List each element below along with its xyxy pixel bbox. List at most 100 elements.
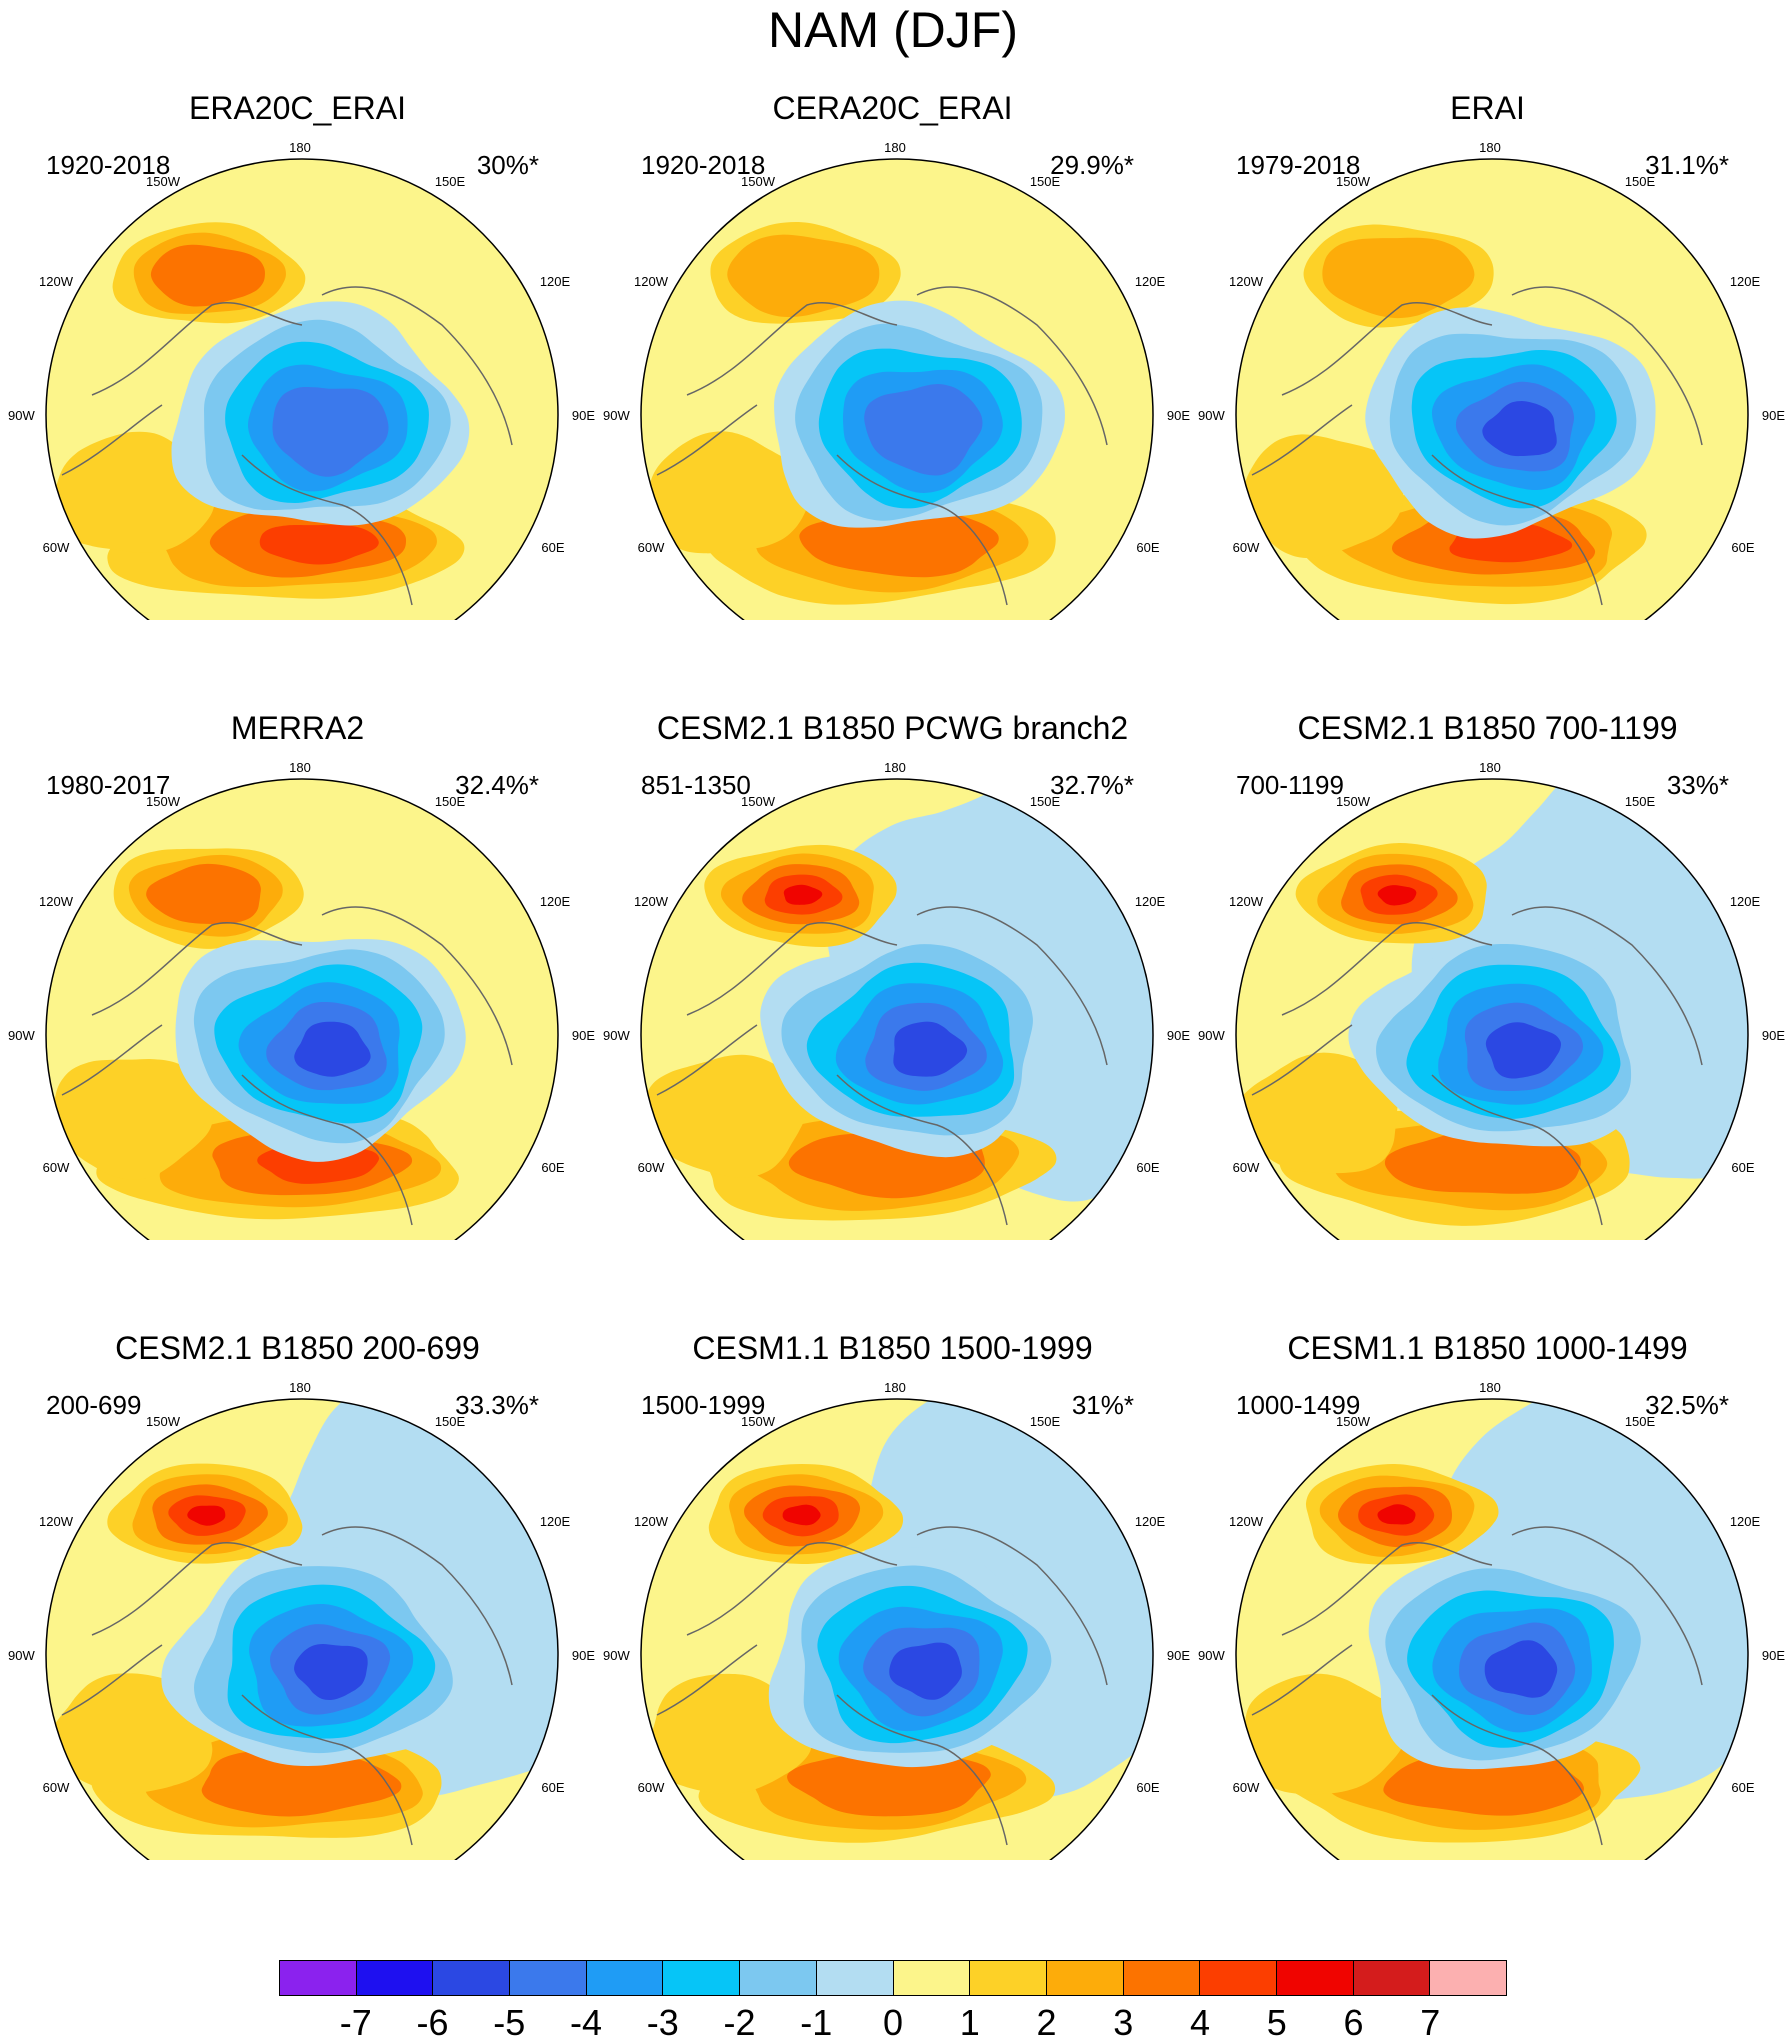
panel-years: 700-1199 — [1236, 770, 1344, 800]
longitude-label: 150W — [1336, 794, 1371, 809]
longitude-label: 180 — [289, 760, 311, 775]
longitude-label: 60E — [541, 1780, 564, 1795]
contour-field — [641, 1399, 1153, 1860]
longitude-label: 150E — [1030, 794, 1061, 809]
longitude-label: 180 — [289, 140, 311, 155]
colorbar-box — [280, 1961, 357, 1995]
contour-field — [46, 159, 558, 620]
panel-title: ERAI — [1450, 90, 1525, 126]
longitude-label: 150E — [1030, 174, 1061, 189]
longitude-label: 90E — [1167, 1648, 1190, 1663]
longitude-label: 120W — [1229, 894, 1264, 909]
colorbar-label: -1 — [800, 2002, 833, 2043]
longitude-label: 90W — [1198, 1028, 1225, 1043]
longitude-label: 150W — [1336, 1414, 1371, 1429]
longitude-label: 90W — [8, 1028, 35, 1043]
longitude-label: 90W — [8, 1648, 35, 1663]
colorbar-box — [663, 1961, 741, 1995]
longitude-label: 150E — [1625, 794, 1656, 809]
longitude-label: 60E — [1136, 1780, 1159, 1795]
variance-explained: 33%* — [1666, 770, 1729, 800]
pacific-positive-contour — [782, 1504, 821, 1526]
panel-years: 1980-2017 — [46, 770, 171, 800]
longitude-label: 90E — [1762, 408, 1785, 423]
panel-years: 200-699 — [46, 1390, 142, 1420]
coastline — [656, 1024, 758, 1096]
panel-title: ERA20C_ERAI — [189, 90, 406, 126]
longitude-label: 120W — [634, 894, 669, 909]
longitude-label: 120E — [1135, 894, 1166, 909]
map-border — [1235, 1398, 1749, 1860]
coastline — [656, 404, 758, 476]
coastline — [241, 1694, 413, 1846]
variance-explained: 30%* — [476, 150, 539, 180]
longitude-label: 60E — [1731, 540, 1754, 555]
coastline — [1281, 921, 1493, 1016]
variance-explained: 29.9%* — [1050, 150, 1134, 180]
longitude-label: 90E — [1167, 1028, 1190, 1043]
pacific-positive-contour — [1377, 885, 1417, 906]
longitude-label: 60E — [1136, 540, 1159, 555]
longitude-label: 120E — [1135, 1514, 1166, 1529]
colorbar-box — [1353, 1961, 1431, 1995]
colorbar-label: -4 — [569, 2002, 603, 2043]
longitude-label: 120W — [1229, 1514, 1264, 1529]
longitude-label: 150E — [435, 1414, 466, 1429]
coastline — [686, 1541, 898, 1636]
longitude-label: 180 — [1479, 1380, 1501, 1395]
map-panel: 180090W90E150W120W150E120E60W30W60E30EME… — [0, 620, 595, 1240]
colorbar-label: 1 — [959, 2002, 980, 2043]
colorbar-box — [510, 1961, 587, 1995]
coastline — [1281, 1541, 1493, 1636]
panel-years: 1920-2018 — [46, 150, 171, 180]
coastline — [61, 404, 163, 476]
polar-map: 180090W90E150W120W150E120E60W30W60E30E — [603, 140, 1190, 620]
colorbar-label: -2 — [723, 2002, 756, 2043]
longitude-label: 150W — [146, 794, 181, 809]
longitude-label: 60W — [43, 1160, 70, 1175]
arctic-negative-contour — [893, 1021, 968, 1077]
longitude-label: 150E — [1030, 1414, 1061, 1429]
map-border — [45, 1398, 559, 1860]
longitude-label: 180 — [1479, 760, 1501, 775]
colorbar-box — [1276, 1961, 1354, 1995]
map-border — [640, 158, 1154, 620]
longitude-label: 180 — [1479, 140, 1501, 155]
map-panel: 180090W90E150W120W150E120E60W30W60E30ECE… — [595, 1240, 1190, 1860]
polar-map: 180090W90E150W120W150E120E60W30W60E30E — [1198, 140, 1785, 620]
polar-map: 180090W90E150W120W150E120E60W30W60E30E — [1198, 760, 1785, 1240]
longitude-label: 90W — [603, 1028, 630, 1043]
colorbar-box — [586, 1961, 664, 1995]
coastline — [1251, 1024, 1353, 1096]
colorbar-box — [1200, 1961, 1277, 1995]
colorbar — [279, 1960, 1507, 1996]
coastline — [916, 906, 1108, 1066]
longitude-label: 180 — [289, 1380, 311, 1395]
longitude-label: 150W — [146, 174, 181, 189]
longitude-label: 150E — [1625, 1414, 1656, 1429]
map-panel: 180090W90E150W120W150E120E60W30W60E30E ER… — [1190, 0, 1785, 620]
polar-map: 180090W90E150W120W150E120E60W30W60E30E — [603, 760, 1190, 1240]
longitude-label: 120E — [1135, 274, 1166, 289]
coastline — [1281, 301, 1493, 396]
arctic-negative-contour — [889, 1642, 962, 1700]
longitude-label: 90E — [1167, 408, 1190, 423]
map-panel: 180090W90E150W120W150E120E60W30W60E30ECE… — [0, 1240, 595, 1860]
arctic-negative-contour — [294, 1643, 368, 1701]
pacific-positive-contour — [150, 244, 265, 307]
pacific-positive-contour — [783, 884, 823, 905]
longitude-label: 90E — [572, 408, 595, 423]
longitude-label: 60W — [638, 1160, 665, 1175]
colorbar-label: -7 — [339, 2002, 372, 2043]
colorbar-box — [893, 1961, 971, 1995]
variance-explained: 31.1%* — [1645, 150, 1729, 180]
coastline — [916, 286, 1108, 446]
coastline — [91, 921, 303, 1016]
arctic-negative-contour — [1485, 1022, 1561, 1079]
longitude-label: 60W — [1233, 1160, 1260, 1175]
colorbar-label: 4 — [1189, 2002, 1211, 2043]
panel-years: 1979-2018 — [1236, 150, 1361, 180]
colorbar-label: 3 — [1113, 2002, 1134, 2043]
variance-explained: 31%* — [1071, 1390, 1134, 1420]
